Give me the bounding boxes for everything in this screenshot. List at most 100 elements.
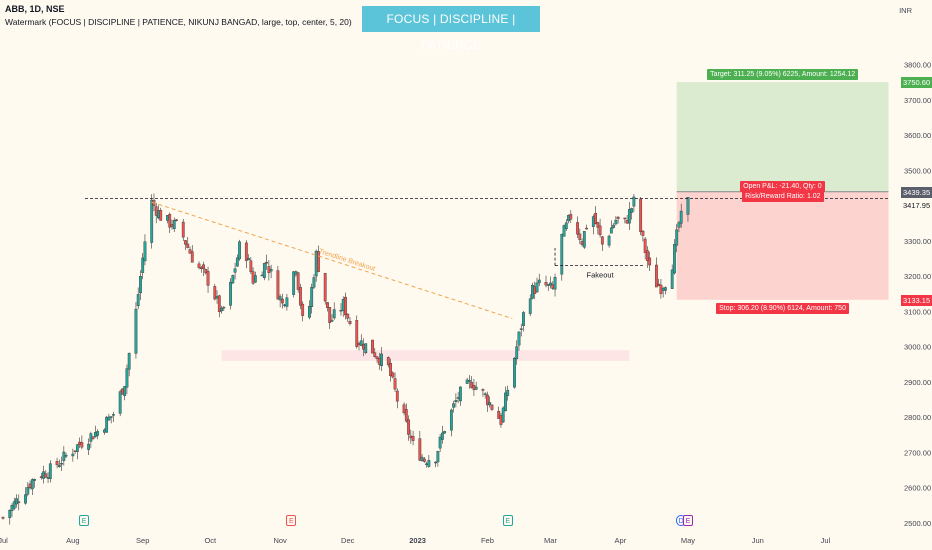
candle-body <box>409 435 413 439</box>
candle-body <box>533 286 537 294</box>
candle-body <box>630 208 634 213</box>
candle-body <box>504 392 507 412</box>
event-marker-earnings-upcoming[interactable]: E <box>682 515 693 526</box>
candle-body <box>535 282 539 293</box>
y-tick-label: 2700.00 <box>904 448 931 457</box>
candle-body <box>648 257 652 266</box>
trendline-label: Trendline Breakout <box>318 248 376 273</box>
candle-body <box>522 312 525 326</box>
candle-body <box>501 407 505 423</box>
x-tick-label: Jul <box>821 536 831 545</box>
candle-body <box>33 479 36 481</box>
candle-body <box>123 386 127 396</box>
x-tick-label: Dec <box>341 536 355 545</box>
candle-body <box>346 313 350 319</box>
candle-body <box>206 271 210 286</box>
candle-body <box>204 269 208 274</box>
candle-body <box>134 308 138 354</box>
candle-body <box>141 257 145 273</box>
candle-body <box>679 210 683 224</box>
candle-body <box>184 240 187 245</box>
candle-body <box>434 461 438 464</box>
candle-body <box>553 277 557 290</box>
x-tick-label: Jun <box>752 536 764 545</box>
watermark-indicator-label[interactable]: Watermark (FOCUS | DISCIPLINE | PATIENCE… <box>5 17 352 27</box>
candle-body <box>646 250 649 261</box>
candle-body <box>386 357 390 366</box>
candle-body <box>639 198 643 233</box>
candle-body <box>296 272 300 290</box>
candle-body <box>109 416 113 418</box>
candle-body <box>188 249 192 254</box>
y-tick-label: 3600.00 <box>904 131 931 140</box>
x-tick-label: Jul <box>0 536 8 545</box>
candle-body <box>93 432 97 437</box>
candle-body <box>389 362 392 376</box>
candle-body <box>24 494 27 504</box>
candle-body <box>549 282 552 286</box>
candle-body <box>170 224 174 227</box>
candle-body <box>55 461 59 466</box>
candle-body <box>323 273 327 302</box>
candle-body <box>465 379 469 384</box>
position-tool[interactable] <box>676 82 889 300</box>
candle-body <box>312 277 316 288</box>
candle-body <box>199 267 203 269</box>
candle-body <box>39 476 43 478</box>
candle-body <box>78 441 82 445</box>
candle-body <box>231 275 235 284</box>
price-label-entry: 3439.35 <box>901 186 932 198</box>
candle-body <box>238 241 241 260</box>
candle-body <box>443 431 447 434</box>
y-tick-label: 3500.00 <box>904 166 931 175</box>
candle-body <box>407 419 410 435</box>
event-marker-earnings-miss[interactable]: E <box>286 515 297 526</box>
candle-body <box>157 210 160 219</box>
candle-body <box>280 298 284 304</box>
candle-body <box>517 331 521 346</box>
event-marker-earnings[interactable]: E <box>79 515 90 526</box>
candle-body <box>202 264 205 269</box>
candle-body <box>127 353 131 370</box>
candle-body <box>292 271 296 295</box>
y-tick-label: 2600.00 <box>904 484 931 493</box>
y-tick-label: 3800.00 <box>904 61 931 70</box>
candle-body <box>357 343 361 346</box>
candle-body <box>513 358 516 388</box>
candle-body <box>564 222 568 229</box>
trendline[interactable] <box>151 201 513 319</box>
candle-body <box>458 386 462 402</box>
stop-zone[interactable] <box>676 191 889 300</box>
y-tick-label: 3700.00 <box>904 96 931 105</box>
candle-body <box>30 479 34 490</box>
candle-body <box>643 238 647 253</box>
target-zone[interactable] <box>676 82 889 192</box>
watermark-banner: FOCUS | DISCIPLINE | PATIENCE <box>362 6 540 52</box>
candle-body <box>12 501 16 509</box>
candle-body <box>244 242 248 261</box>
candle-body <box>673 244 676 274</box>
candle-body <box>28 483 32 489</box>
candle-body <box>670 269 674 289</box>
x-tick-label: Sep <box>136 536 149 545</box>
candle-body <box>627 209 631 224</box>
candle-body <box>373 352 377 357</box>
candle-body <box>233 268 237 273</box>
event-marker-earnings[interactable]: E <box>502 515 513 526</box>
candle-body <box>96 431 100 436</box>
candle-body <box>278 296 282 301</box>
candle-body <box>404 409 408 422</box>
candle-body <box>427 460 431 467</box>
candle-body <box>456 397 460 399</box>
symbol-title[interactable]: ABB, 1D, NSE <box>5 4 65 14</box>
fakeout-label: Fakeout <box>587 271 615 280</box>
candle-body <box>391 372 395 378</box>
candle-body <box>283 304 287 306</box>
candle-body <box>483 393 487 395</box>
candle-body <box>585 227 588 230</box>
support-zone-rect <box>221 350 630 361</box>
candle-body <box>375 356 379 359</box>
candle-body <box>344 296 347 316</box>
candle-body <box>531 284 534 299</box>
